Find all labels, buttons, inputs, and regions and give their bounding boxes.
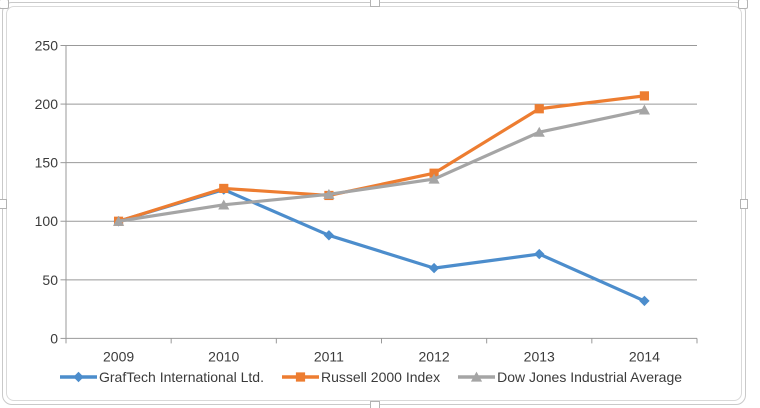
series-1 <box>113 91 650 226</box>
data-point-marker <box>639 91 650 101</box>
x-tick-label: 2012 <box>419 349 450 365</box>
data-point-marker <box>323 230 335 241</box>
series-0 <box>113 184 650 307</box>
data-point-marker <box>639 295 650 307</box>
data-point-marker <box>533 126 545 137</box>
chart-area-border <box>6 6 742 401</box>
data-point-marker <box>428 173 440 184</box>
chart-legend[interactable]: GrafTech International Ltd. Russell 2000… <box>60 369 708 385</box>
data-point-marker <box>112 215 125 226</box>
y-tick-label: 150 <box>35 155 59 171</box>
selection-handle-bottom-mid[interactable] <box>370 401 380 408</box>
data-point-marker <box>534 104 544 114</box>
legend-item-russell-2000[interactable]: Russell 2000 Index <box>282 369 440 385</box>
x-tick-label: 2010 <box>208 349 239 365</box>
series-2 <box>112 104 651 226</box>
y-tick-label: 0 <box>50 330 58 346</box>
data-point-marker <box>428 262 440 274</box>
legend-marker-triangle-icon <box>458 371 496 382</box>
legend-marker-square-icon <box>282 372 319 382</box>
selection-handle-left-mid[interactable] <box>0 199 7 209</box>
selection-handle-top-right[interactable] <box>738 0 748 9</box>
data-point-marker <box>219 183 229 194</box>
legend-marker-diamond-icon <box>60 371 97 383</box>
y-tick-label: 50 <box>42 272 58 288</box>
x-tick-label: 2011 <box>314 349 344 365</box>
y-tick-label: 250 <box>35 38 59 54</box>
data-point-marker <box>323 188 335 199</box>
legend-label: Dow Jones Industrial Average <box>497 369 683 385</box>
legend-label: Russell 2000 Index <box>321 369 441 385</box>
y-tick-label: 100 <box>35 213 59 229</box>
legend-item-dow-jones[interactable]: Dow Jones Industrial Average <box>458 369 682 385</box>
selection-handle-top-left[interactable] <box>0 0 9 9</box>
data-point-marker <box>429 168 439 178</box>
legend-glyph <box>295 372 306 382</box>
legend-item-graftech[interactable]: GrafTech International Ltd. <box>60 369 264 385</box>
legend-glyph <box>470 371 483 382</box>
legend-label: GrafTech International Ltd. <box>99 369 264 385</box>
selection-handle-top-mid[interactable] <box>370 0 380 7</box>
data-point-marker <box>218 199 230 210</box>
series-line <box>116 188 647 303</box>
series-line <box>116 108 647 223</box>
y-tick-label: 200 <box>35 96 59 112</box>
x-tick-label: 2009 <box>103 349 134 365</box>
data-point-marker <box>534 248 545 260</box>
data-point-marker <box>638 104 651 115</box>
x-tick-label: 2014 <box>629 349 660 365</box>
selection-handle-right-mid[interactable] <box>740 199 748 209</box>
series-line <box>116 94 647 223</box>
legend-glyph <box>73 371 84 383</box>
x-tick-label: 2013 <box>524 349 555 365</box>
